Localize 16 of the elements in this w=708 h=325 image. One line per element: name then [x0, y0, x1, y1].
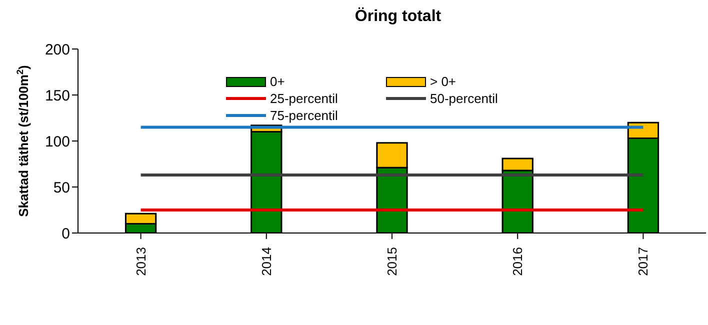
legend-label: 50-percentil [430, 91, 498, 106]
y-tick-label: 0 [62, 225, 70, 242]
y-tick-label: 150 [44, 87, 70, 104]
legend-label: > 0+ [430, 74, 456, 89]
x-tick-label: 2014 [258, 247, 274, 276]
x-tick-label: 2015 [384, 247, 400, 276]
x-tick-label: 2016 [510, 247, 526, 276]
legend-label: 75-percentil [270, 108, 338, 123]
y-tick-label: 200 [44, 41, 70, 58]
x-tick-label: 2013 [133, 247, 148, 276]
x-tick-label: 2017 [636, 247, 651, 276]
legend-label: 25-percentil [270, 91, 338, 106]
legend-label: 0+ [270, 74, 285, 89]
y-tick-label: 100 [44, 133, 70, 150]
y-tick-label: 50 [53, 179, 70, 196]
chart-title: Öring totalt [354, 8, 442, 27]
